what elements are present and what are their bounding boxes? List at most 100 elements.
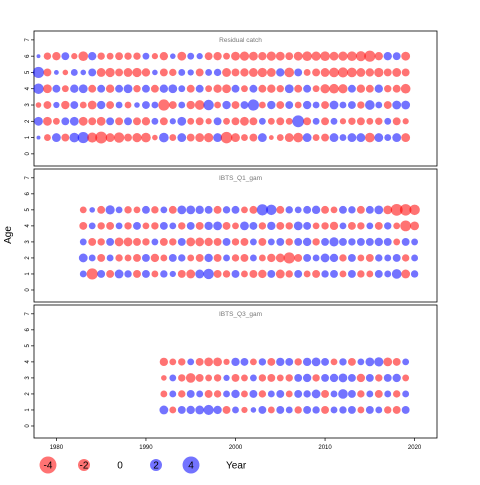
residual-bubble <box>294 270 303 278</box>
legend-bubble <box>150 459 162 471</box>
residual-bubble <box>115 84 124 93</box>
residual-bubble <box>70 84 79 93</box>
panel-1: Residual catch 0 1 2 3 4 5 6 7 <box>25 30 438 167</box>
residual-bubble <box>294 84 303 93</box>
residual-bubble <box>258 117 266 125</box>
y-tick-label: 6 <box>25 54 31 58</box>
residual-bubble <box>392 68 402 77</box>
residual-bubble <box>285 374 293 382</box>
residual-bubble <box>393 390 401 398</box>
residual-bubble <box>61 52 70 61</box>
residual-bubble <box>169 374 177 382</box>
residual-bubble <box>249 270 258 278</box>
residual-bubble <box>88 254 96 262</box>
residual-bubble <box>213 117 222 126</box>
residual-bubble <box>115 101 123 109</box>
residual-bubble <box>321 101 329 109</box>
residual-bubble <box>303 254 312 262</box>
residual-bubble <box>330 270 338 278</box>
residual-bubble <box>168 205 177 214</box>
residual-bubble <box>303 270 311 278</box>
residual-bubble <box>152 69 158 76</box>
residual-bubble <box>186 221 195 230</box>
residual-bubble <box>113 132 125 143</box>
residual-bubble <box>384 134 392 141</box>
residual-bubble <box>383 68 392 77</box>
residual-bubble <box>293 132 304 143</box>
residual-bubble <box>267 253 276 263</box>
residual-bubble <box>312 68 321 77</box>
residual-bubble <box>285 117 293 125</box>
residual-bubble <box>321 117 329 126</box>
residual-bubble <box>375 117 383 125</box>
residual-bubble <box>178 101 186 109</box>
residual-bubble <box>195 405 205 415</box>
residual-bubble <box>204 357 214 367</box>
residual-bubble <box>374 67 384 78</box>
residual-bubble <box>61 85 69 93</box>
residual-bubble <box>88 222 96 230</box>
residual-bubble <box>400 83 411 94</box>
residual-bubble <box>133 237 141 246</box>
residual-bubble <box>169 406 177 414</box>
residual-bubble <box>114 269 124 279</box>
residual-bubble <box>79 101 87 109</box>
residual-bubble <box>71 53 78 60</box>
residual-bubble <box>240 101 249 109</box>
y-tick-label: 4 <box>25 86 31 90</box>
residual-bubble <box>133 270 141 278</box>
residual-bubble <box>249 238 257 246</box>
residual-bubble <box>375 374 383 382</box>
residual-bubble <box>88 237 97 246</box>
residual-bubble <box>355 51 366 62</box>
residual-bubble <box>392 254 401 262</box>
residual-bubble <box>115 206 123 214</box>
residual-bubble <box>276 374 284 382</box>
residual-bubble <box>365 406 374 414</box>
residual-bubble <box>347 133 357 142</box>
residual-bubble <box>393 222 401 230</box>
residual-bubble <box>311 357 321 367</box>
residual-bubble <box>320 253 330 263</box>
legend-label: 2 <box>153 461 159 472</box>
residual-bubble <box>338 389 348 399</box>
residual-bubble <box>258 358 267 366</box>
residual-bubble <box>339 222 347 230</box>
residual-bubble <box>320 84 330 94</box>
residual-bubble <box>105 205 115 215</box>
y-tick-label: 3 <box>25 103 31 107</box>
residual-bubble <box>124 133 132 142</box>
residual-bubble <box>401 133 411 142</box>
residual-bubble <box>266 51 276 61</box>
residual-bubble <box>213 254 222 262</box>
residual-bubble <box>241 390 248 398</box>
residual-bubble <box>186 390 195 398</box>
residual-bubble <box>391 269 402 279</box>
residual-bubble <box>276 134 284 141</box>
panel-frame <box>33 168 438 303</box>
residual-bubble <box>178 254 186 262</box>
residual-bubble <box>32 66 45 79</box>
residual-bubble <box>97 84 106 93</box>
residual-bubble <box>187 69 194 76</box>
residual-bubble <box>159 117 168 126</box>
residual-bubble <box>294 68 303 77</box>
residual-bubble <box>303 69 311 76</box>
residual-bubble <box>196 390 204 398</box>
residual-bubble <box>106 101 115 109</box>
residual-bubble <box>375 406 383 414</box>
residual-bubble <box>302 133 312 142</box>
residual-bubble <box>52 117 60 125</box>
residual-bubble <box>356 84 366 93</box>
residual-bubble <box>205 374 213 382</box>
residual-bubble <box>384 117 392 125</box>
residual-bubble <box>284 133 294 142</box>
residual-bubble <box>293 221 303 231</box>
residual-bubble <box>321 133 329 142</box>
x-tick-label: 2020 <box>408 445 422 451</box>
residual-bubble <box>393 238 401 246</box>
residual-bubble <box>249 133 258 142</box>
residual-bubble <box>223 52 230 60</box>
residual-bubble <box>241 206 248 214</box>
